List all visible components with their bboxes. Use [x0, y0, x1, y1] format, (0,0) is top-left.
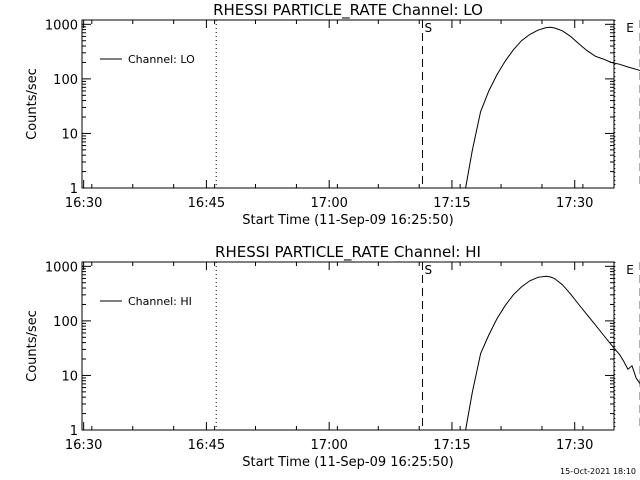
chart0-x-tick-label: 17:30: [556, 196, 593, 211]
chart0-legend-label: Channel: LO: [128, 53, 195, 66]
chart0-y-tick-label: 100: [53, 73, 78, 88]
chart0-x-tick-label: 17:15: [433, 196, 470, 211]
chart0-marker-label-s: S: [424, 21, 432, 35]
chart1-y-axis-label: Counts/sec: [25, 310, 40, 382]
chart-panel-lo: RHESSI PARTICLE_RATE Channel: LO Start Ti…: [25, 1, 640, 228]
chart1-y-tick-label: 100: [53, 315, 78, 330]
chart1-y-tick-label: 1: [70, 424, 78, 439]
chart0-y-tick-label: 10: [61, 127, 78, 142]
chart0-title: RHESSI PARTICLE_RATE Channel: LO: [213, 1, 483, 20]
chart0-y-tick-label: 1: [70, 182, 78, 197]
chart1-x-tick-label: 17:30: [556, 438, 593, 453]
chart1-plot-frame: [81, 261, 615, 431]
chart0-plot-frame: [81, 19, 615, 189]
chart1-x-axis-label: Start Time (11-Sep-09 16:25:50): [242, 455, 453, 470]
timestamp-label: 15-Oct-2021 18:10: [560, 467, 636, 476]
chart0-y-axis-label: Counts/sec: [25, 68, 40, 140]
chart1-y-tick-label: 1000: [45, 260, 78, 275]
chart0-marker-label-e: E: [626, 21, 634, 35]
chart0-series-line: [465, 26, 640, 189]
chart1-x-tick-label: 17:00: [310, 438, 347, 453]
chart1-title: RHESSI PARTICLE_RATE Channel: HI: [215, 243, 481, 262]
chart1-x-tick-label: 17:15: [433, 438, 470, 453]
chart1-x-tick-label: 16:30: [65, 438, 102, 453]
chart0-y-tick-label: 1000: [45, 18, 78, 33]
chart1-marker-label-e: E: [626, 263, 634, 277]
chart0-x-axis-label: Start Time (11-Sep-09 16:25:50): [242, 213, 453, 228]
chart1-x-tick-label: 16:45: [188, 438, 225, 453]
chart0-x-tick-label: 16:45: [188, 196, 225, 211]
chart-panel-hi: RHESSI PARTICLE_RATE Channel: HI Start Ti…: [25, 243, 640, 470]
chart1-y-tick-label: 10: [61, 369, 78, 384]
chart1-marker-label-s: S: [424, 263, 432, 277]
chart0-x-tick-label: 16:30: [65, 196, 102, 211]
chart1-series-line: [465, 275, 640, 431]
chart0-x-tick-label: 17:00: [310, 196, 347, 211]
chart1-legend-label: Channel: HI: [128, 295, 192, 308]
